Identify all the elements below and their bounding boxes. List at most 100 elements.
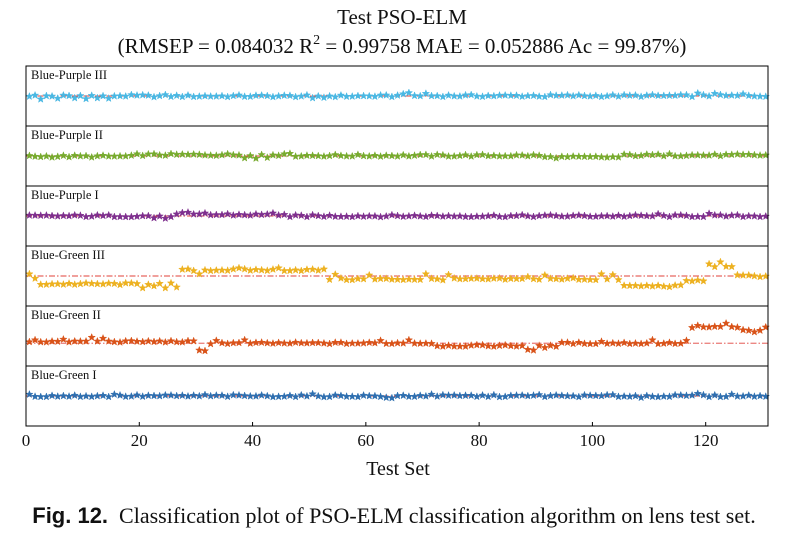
data-point	[489, 210, 499, 220]
data-point	[665, 212, 674, 221]
data-point	[251, 265, 261, 274]
data-point	[495, 151, 504, 160]
data-point	[755, 212, 765, 221]
data-point	[296, 390, 306, 399]
data-point	[568, 211, 578, 220]
data-point	[676, 390, 686, 399]
data-point	[161, 283, 170, 292]
data-point	[200, 390, 210, 399]
data-point	[619, 149, 629, 159]
data-point	[489, 390, 499, 399]
data-point	[449, 211, 459, 221]
data-point	[212, 91, 221, 100]
data-point	[217, 390, 227, 400]
data-point	[76, 151, 85, 160]
data-point	[217, 210, 227, 219]
data-point	[110, 337, 119, 346]
data-point	[648, 281, 657, 290]
data-point	[59, 211, 68, 220]
data-point	[574, 90, 584, 99]
data-point	[234, 90, 244, 99]
data-point	[274, 151, 283, 160]
data-point	[410, 275, 419, 284]
data-point	[387, 339, 397, 348]
data-point	[444, 90, 453, 99]
data-point	[682, 336, 691, 345]
data-point	[274, 338, 283, 347]
data-point	[523, 211, 533, 220]
data-point	[540, 270, 550, 279]
data-point	[642, 90, 652, 100]
data-point	[591, 91, 601, 100]
data-point	[461, 150, 470, 159]
data-point	[704, 209, 714, 218]
data-point	[98, 279, 108, 288]
data-point	[81, 94, 91, 103]
data-point	[721, 211, 731, 220]
data-point	[30, 273, 40, 283]
data-point	[523, 391, 533, 400]
data-point	[212, 151, 221, 160]
data-point	[693, 321, 703, 330]
data-point	[557, 391, 567, 400]
data-point	[302, 265, 312, 274]
data-point	[676, 151, 686, 160]
data-point	[517, 210, 527, 219]
x-tick-label: 20	[131, 431, 148, 450]
data-point	[381, 211, 391, 220]
data-point	[699, 150, 708, 160]
data-point	[659, 281, 669, 291]
data-point	[744, 390, 754, 400]
data-point	[246, 210, 255, 220]
data-point	[149, 92, 159, 101]
data-point	[263, 391, 272, 400]
data-point	[540, 92, 550, 101]
data-point	[387, 92, 397, 101]
data-point	[387, 210, 397, 219]
data-point	[512, 91, 521, 100]
data-point	[132, 211, 142, 221]
data-point	[455, 151, 465, 160]
data-point	[161, 337, 170, 346]
data-point	[195, 150, 204, 159]
data-point	[263, 91, 272, 100]
data-point	[166, 278, 176, 287]
data-point	[410, 392, 419, 401]
data-point	[291, 337, 300, 347]
data-point	[733, 149, 742, 158]
x-axis: 0 20 40 60 80 100 120	[22, 422, 718, 450]
data-point	[665, 392, 674, 401]
data-point	[42, 337, 51, 346]
data-point	[557, 274, 567, 284]
data-point	[308, 338, 317, 347]
data-point	[81, 212, 91, 221]
data-point	[653, 209, 663, 218]
data-point	[47, 279, 57, 288]
data-point	[636, 92, 646, 101]
data-point	[381, 274, 391, 283]
data-point	[212, 336, 221, 345]
data-point	[291, 392, 300, 401]
data-point	[274, 263, 283, 272]
data-point	[251, 153, 261, 163]
data-point	[427, 339, 436, 348]
data-point	[534, 341, 544, 350]
x-tick-label: 40	[244, 431, 261, 450]
data-point	[178, 390, 187, 400]
data-point	[466, 151, 476, 161]
data-point	[217, 338, 227, 347]
data-point	[166, 336, 176, 345]
data-point	[376, 212, 385, 221]
data-point	[727, 322, 737, 331]
data-point	[25, 210, 34, 219]
data-point	[534, 211, 544, 220]
data-point	[710, 149, 720, 159]
data-point	[144, 211, 153, 220]
data-point	[597, 391, 606, 400]
data-point	[268, 338, 278, 348]
data-point	[342, 151, 351, 160]
data-point	[115, 280, 125, 289]
data-point	[70, 280, 80, 289]
data-point	[670, 339, 680, 348]
data-point	[206, 266, 215, 275]
